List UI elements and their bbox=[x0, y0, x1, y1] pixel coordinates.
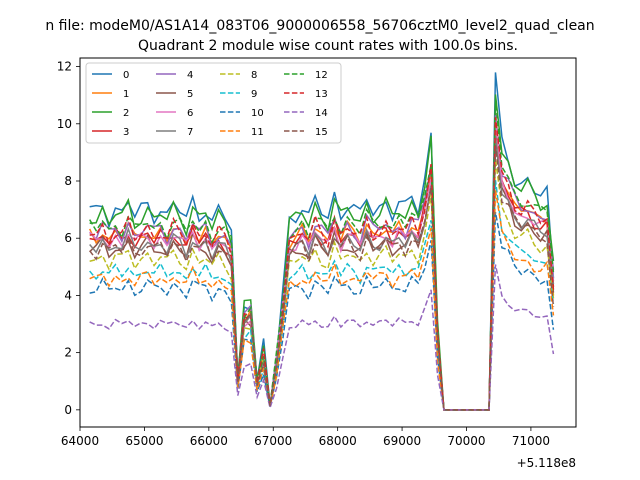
x-tick-label: 66000 bbox=[190, 434, 228, 448]
legend-label-0: 0 bbox=[123, 70, 129, 81]
legend-label-1: 1 bbox=[123, 89, 129, 100]
axes-frame bbox=[79, 57, 577, 428]
y-tick-label: 0 bbox=[64, 403, 72, 417]
legend-label-14: 14 bbox=[315, 108, 328, 119]
y-axis: 0 2 4 6 8 10 12 bbox=[57, 60, 80, 417]
y-tick-label: 4 bbox=[64, 288, 72, 302]
series-line-14 bbox=[89, 264, 555, 411]
legend-box bbox=[85, 62, 342, 144]
x-tick-label: 68000 bbox=[319, 434, 357, 448]
legend-label-7: 7 bbox=[187, 127, 193, 138]
legend-label-13: 13 bbox=[315, 89, 328, 100]
plot-lines bbox=[88, 72, 555, 411]
legend-label-11: 11 bbox=[251, 127, 264, 138]
legend-label-2: 2 bbox=[123, 108, 129, 119]
figure-suptitle: n file: modeM0/AS1A14_083T06_9000006558_… bbox=[45, 18, 594, 34]
x-tick-label: 65000 bbox=[125, 434, 163, 448]
legend-label-9: 9 bbox=[251, 89, 257, 100]
x-tick-label: 71000 bbox=[512, 434, 550, 448]
y-tick-label: 12 bbox=[57, 60, 72, 74]
legend-label-8: 8 bbox=[251, 70, 257, 81]
chart-title: Quadrant 2 module wise count rates with … bbox=[138, 38, 518, 54]
legend-label-12: 12 bbox=[315, 70, 328, 81]
series-line-15 bbox=[89, 144, 555, 411]
x-offset-label: +5.118e8 bbox=[517, 456, 576, 470]
legend-label-15: 15 bbox=[315, 127, 328, 138]
x-tick-label: 67000 bbox=[254, 434, 292, 448]
x-axis: 64000 65000 66000 67000 68000 69000 70000 71000 bbox=[61, 427, 550, 448]
y-tick-label: 6 bbox=[64, 231, 72, 245]
y-tick-label: 2 bbox=[64, 346, 72, 360]
x-tick-label: 69000 bbox=[383, 434, 421, 448]
legend-label-4: 4 bbox=[187, 70, 193, 81]
legend-label-3: 3 bbox=[123, 127, 129, 138]
x-tick-label: 64000 bbox=[61, 434, 99, 448]
series-line-10 bbox=[89, 211, 555, 411]
x-tick-label: 70000 bbox=[447, 434, 485, 448]
legend-label-5: 5 bbox=[187, 89, 193, 100]
legend-label-10: 10 bbox=[251, 108, 264, 119]
y-tick-label: 10 bbox=[57, 117, 72, 131]
y-tick-label: 8 bbox=[64, 174, 72, 188]
legend-label-6: 6 bbox=[187, 108, 193, 119]
